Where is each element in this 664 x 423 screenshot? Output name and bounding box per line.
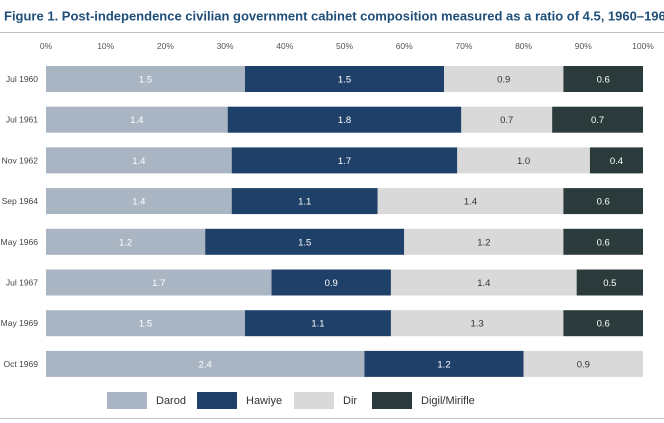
y-category-label: Nov 1962 [2, 155, 39, 165]
bar-value-label: 0.6 [597, 197, 610, 208]
bar-value-label: 1.4 [132, 197, 145, 208]
bar-segment [245, 310, 391, 337]
bar-segment [576, 269, 643, 296]
legend-label: Hawiye [246, 394, 283, 407]
legend-item: Digil/Mirifle [372, 392, 475, 409]
bar-segment [46, 350, 365, 377]
bar-value-label: 0.7 [500, 115, 513, 126]
bar-value-label: 0.7 [591, 115, 604, 126]
bar-segment [390, 269, 577, 296]
bar-segment [563, 228, 643, 255]
legend-label: Dir [343, 394, 358, 407]
x-tick-label: 80% [515, 41, 532, 51]
bar-segment [46, 188, 232, 215]
bar-value-label: 1.7 [152, 278, 165, 289]
legend-item: Dir [294, 392, 357, 409]
x-tick-label: 90% [575, 41, 592, 51]
bar-segment [46, 310, 245, 337]
bar-value-label: 1.1 [298, 197, 311, 208]
bar-value-label: 2.4 [199, 359, 212, 370]
bar-value-label: 1.5 [338, 75, 351, 86]
bar-segment [46, 269, 272, 296]
y-category-label: May 1966 [1, 237, 39, 247]
bar-segment [271, 269, 391, 296]
bar-segment [589, 147, 643, 174]
top-rule [0, 32, 664, 33]
legend-item: Darod [107, 392, 186, 409]
bar-value-label: 0.9 [497, 75, 510, 86]
stacked-bar-chart: 0% 10% 20% 30% 40% 50% 60% 70% 80% 90% 100% Jul 196… [1, 41, 654, 377]
x-tick-label: 100% [632, 41, 654, 51]
bar-value-label: 1.4 [130, 115, 143, 126]
bar-value-label: 1.5 [139, 319, 152, 330]
x-tick-label: 30% [217, 41, 234, 51]
bar-segment [46, 147, 232, 174]
bar-segment [377, 188, 564, 215]
bar-segment [205, 228, 405, 255]
bar-segment [245, 66, 444, 92]
bar-segment [364, 350, 524, 377]
x-tick-label: 10% [97, 41, 114, 51]
bar-value-label: 1.4 [132, 156, 145, 167]
bar-segment [227, 106, 462, 133]
x-tick-label: 50% [336, 41, 353, 51]
legend-swatch [372, 392, 412, 409]
x-tick-label: 40% [276, 41, 293, 51]
bar-value-label: 1.4 [464, 197, 477, 208]
x-tick-label: 20% [157, 41, 174, 51]
y-category-label: May 1969 [1, 318, 39, 328]
bar-value-label: 0.5 [603, 278, 616, 289]
bar-value-label: 1.5 [139, 75, 152, 86]
bar-value-label: 1.1 [311, 319, 324, 330]
bar-value-label: 1.2 [437, 359, 450, 370]
bar-segment [46, 66, 245, 92]
legend-swatch [197, 392, 237, 409]
legend-item: Hawiye [197, 392, 282, 409]
y-category-label: Jul 1967 [6, 278, 38, 288]
bar-value-label: 1.3 [471, 319, 484, 330]
chart-legend: Darod Hawiye Dir Digil/Mirifle [0, 392, 664, 412]
y-category-label: Oct 1969 [4, 359, 39, 369]
bar-value-label: 0.9 [577, 359, 590, 370]
bar-value-label: 1.2 [477, 237, 490, 248]
bar-value-label: 0.4 [610, 156, 623, 167]
bar-segment [563, 188, 643, 215]
legend-label: Digil/Mirifle [421, 394, 475, 407]
bar-value-label: 1.0 [517, 156, 530, 167]
bar-value-label: 0.6 [597, 75, 610, 86]
bar-value-label: 1.5 [298, 237, 311, 248]
x-tick-label: 70% [455, 41, 472, 51]
bar-value-label: 0.9 [325, 278, 338, 289]
legend-label: Darod [156, 394, 186, 407]
bar-value-label: 0.6 [597, 319, 610, 330]
bar-segment [390, 310, 564, 337]
bar-segment [46, 106, 228, 133]
bar-segment [461, 106, 553, 133]
bar-segment [231, 147, 458, 174]
bottom-rule [0, 418, 664, 419]
bar-segment [523, 350, 643, 377]
bar-segment [457, 147, 590, 174]
bar-value-label: 1.4 [477, 278, 490, 289]
legend-swatch [294, 392, 334, 409]
bar-segment [444, 66, 564, 92]
bar-value-label: 1.8 [338, 115, 351, 126]
chart-title: Figure 1. Post-independence civilian gov… [4, 8, 664, 24]
bar-segment [563, 66, 643, 92]
y-category-label: Jul 1961 [6, 115, 38, 125]
legend-swatch [107, 392, 147, 409]
bar-value-label: 1.2 [119, 237, 132, 248]
bar-segment [46, 228, 206, 255]
x-tick-label: 0% [40, 41, 53, 51]
bar-value-label: 0.6 [597, 237, 610, 248]
y-category-label: Jul 1960 [6, 74, 38, 84]
bar-segment [231, 188, 378, 215]
y-category-label: Sep 1964 [2, 196, 39, 206]
bar-segment [563, 310, 643, 337]
bar-segment [404, 228, 564, 255]
bar-segment [552, 106, 643, 133]
bar-value-label: 1.7 [338, 156, 351, 167]
x-tick-label: 60% [396, 41, 413, 51]
